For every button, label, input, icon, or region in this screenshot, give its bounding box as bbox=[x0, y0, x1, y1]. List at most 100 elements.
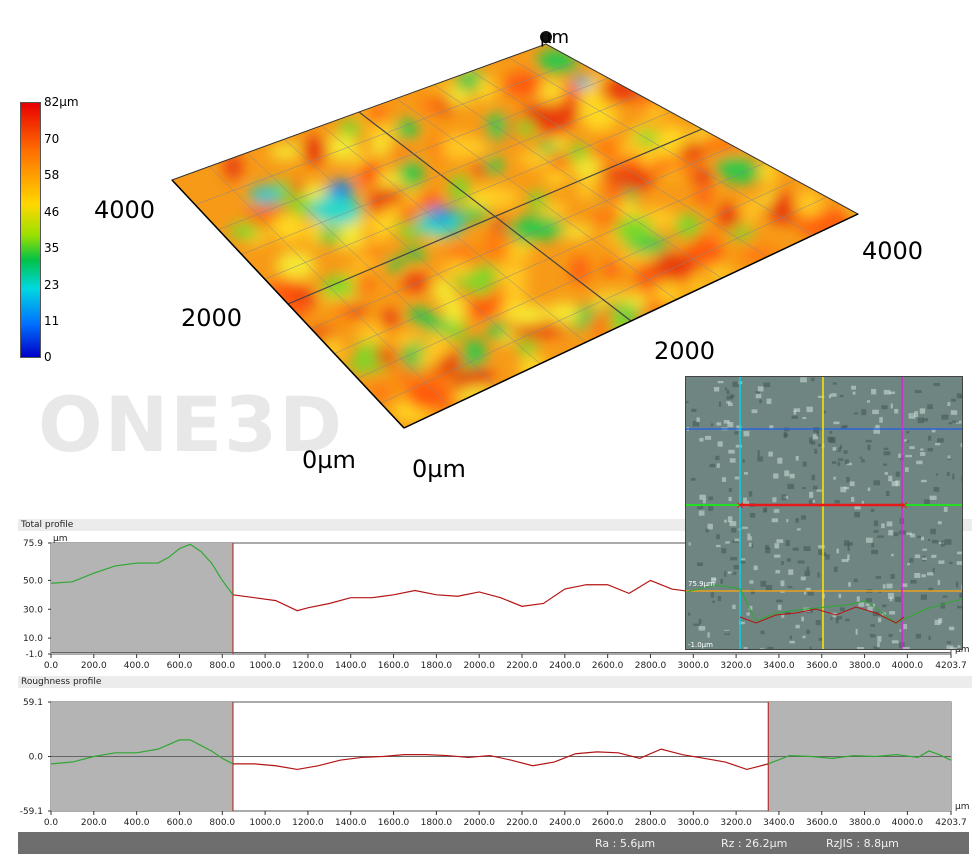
surface-blob bbox=[377, 186, 406, 205]
x-tick-label: 3800.0 bbox=[849, 661, 881, 671]
inset-speckle bbox=[952, 420, 959, 423]
x-tick-label: 200.0 bbox=[81, 661, 107, 671]
inset-speckle bbox=[802, 461, 807, 467]
surface-blob bbox=[614, 216, 654, 243]
inset-speckle bbox=[822, 410, 827, 414]
inset-speckle bbox=[800, 515, 807, 520]
surface-blob bbox=[395, 118, 419, 139]
surface-blob bbox=[715, 156, 751, 179]
inset-speckle bbox=[935, 443, 941, 446]
surface-blob bbox=[603, 184, 626, 203]
inset-speckle bbox=[726, 395, 733, 400]
inset-speckle bbox=[898, 453, 902, 458]
inset-speckle bbox=[905, 454, 913, 458]
microscope-inset[interactable]: ✕ ✕ 75.9µm -1.0µm bbox=[685, 376, 963, 650]
inset-speckle bbox=[716, 534, 720, 540]
inset-speckle bbox=[738, 621, 745, 625]
inset-speckle bbox=[804, 570, 811, 577]
inset-speckle bbox=[890, 403, 893, 409]
inset-speckle bbox=[760, 580, 767, 587]
profile-series-line bbox=[232, 748, 769, 771]
inset-speckle bbox=[922, 548, 927, 551]
inset-speckle bbox=[707, 523, 713, 530]
x-tick-label: 1400.0 bbox=[335, 818, 367, 828]
surface-blob bbox=[391, 146, 413, 160]
surface-blob bbox=[513, 120, 536, 136]
inset-speckle bbox=[895, 471, 901, 477]
inset-speckle bbox=[786, 558, 791, 562]
inset-speckle bbox=[920, 452, 926, 456]
inset-speckle bbox=[730, 556, 738, 561]
inset-speckle bbox=[841, 559, 849, 563]
inset-speckle bbox=[920, 594, 927, 600]
profile-series-line bbox=[50, 543, 234, 596]
surface-blob bbox=[505, 243, 533, 258]
inset-speckle bbox=[943, 506, 948, 512]
inset-speckle bbox=[803, 607, 811, 612]
inset-speckle bbox=[832, 461, 837, 464]
inset-speckle bbox=[871, 542, 875, 548]
inset-speckle bbox=[889, 391, 896, 395]
inset-speckle bbox=[839, 394, 844, 398]
z-axis-handle[interactable] bbox=[540, 31, 552, 43]
inset-speckle bbox=[713, 386, 720, 392]
inset-speckle bbox=[726, 389, 730, 395]
surface-grid-line bbox=[433, 84, 722, 279]
inset-speckle bbox=[843, 450, 848, 454]
x-tick-label: 600.0 bbox=[167, 818, 193, 828]
inset-speckle bbox=[836, 447, 842, 452]
surface-blob bbox=[224, 153, 243, 181]
surface-blob bbox=[594, 136, 620, 164]
surface-3d-view[interactable] bbox=[0, 0, 979, 480]
inset-speckle bbox=[940, 602, 946, 609]
inset-speckle bbox=[871, 549, 879, 555]
inset-speckle bbox=[698, 510, 705, 516]
inset-speckle bbox=[729, 521, 737, 527]
inset-speckle bbox=[724, 571, 727, 577]
inset-speckle bbox=[792, 547, 799, 551]
inset-speckle bbox=[746, 612, 750, 616]
surface-grid bbox=[195, 57, 827, 407]
inset-speckle bbox=[733, 565, 739, 570]
x-tick-label: 1800.0 bbox=[421, 661, 453, 671]
inset-speckle bbox=[889, 596, 893, 602]
x-tick-label: 1600.0 bbox=[378, 818, 410, 828]
inset-speckle bbox=[704, 435, 712, 440]
inset-speckle bbox=[696, 417, 700, 423]
inset-speckle bbox=[829, 431, 833, 434]
surface-blob bbox=[318, 229, 342, 244]
z-axis-unit-label: µm bbox=[540, 27, 569, 48]
x-tick-label: 3800.0 bbox=[849, 818, 881, 828]
inset-speckle bbox=[856, 596, 860, 602]
roughness-profile-chart[interactable]: 59.10.0-59.10.0 200.0 400.0 600.0 800.0 1000.… bbox=[0, 688, 979, 830]
y-tick-label: -1.0 bbox=[25, 650, 43, 660]
surface-blob bbox=[302, 182, 323, 201]
inset-speckle bbox=[920, 448, 924, 451]
surface-grid-line bbox=[471, 70, 768, 258]
inset-speckle bbox=[789, 473, 795, 479]
colorbar-tick: 58 bbox=[44, 168, 60, 182]
surface-blob bbox=[742, 197, 759, 225]
inset-speckle bbox=[888, 475, 893, 482]
inset-speckle bbox=[793, 408, 801, 412]
inset-speckle bbox=[808, 499, 813, 506]
inset-speckle bbox=[886, 583, 893, 589]
inset-speckle bbox=[914, 411, 919, 417]
inset-speckle bbox=[914, 554, 921, 559]
inset-speckle bbox=[776, 599, 783, 603]
surface-blob bbox=[505, 304, 550, 326]
inset-speckle bbox=[809, 646, 812, 649]
inset-speckle bbox=[957, 645, 961, 648]
color-scale-bar bbox=[20, 102, 41, 358]
inset-speckle bbox=[884, 471, 888, 475]
inset-speckle bbox=[813, 427, 820, 433]
inset-speckle bbox=[881, 405, 888, 410]
inset-speckle bbox=[800, 576, 806, 581]
inset-speckle bbox=[875, 576, 882, 579]
inset-speckle bbox=[753, 565, 758, 571]
surface-blob bbox=[502, 276, 527, 305]
inset-speckle bbox=[781, 561, 784, 565]
inset-speckle bbox=[870, 624, 876, 627]
surface-grid-line bbox=[218, 77, 609, 230]
status-bar: Ra : 5.6µm Rz : 26.2µm RzJIS : 8.8µm bbox=[18, 832, 969, 854]
